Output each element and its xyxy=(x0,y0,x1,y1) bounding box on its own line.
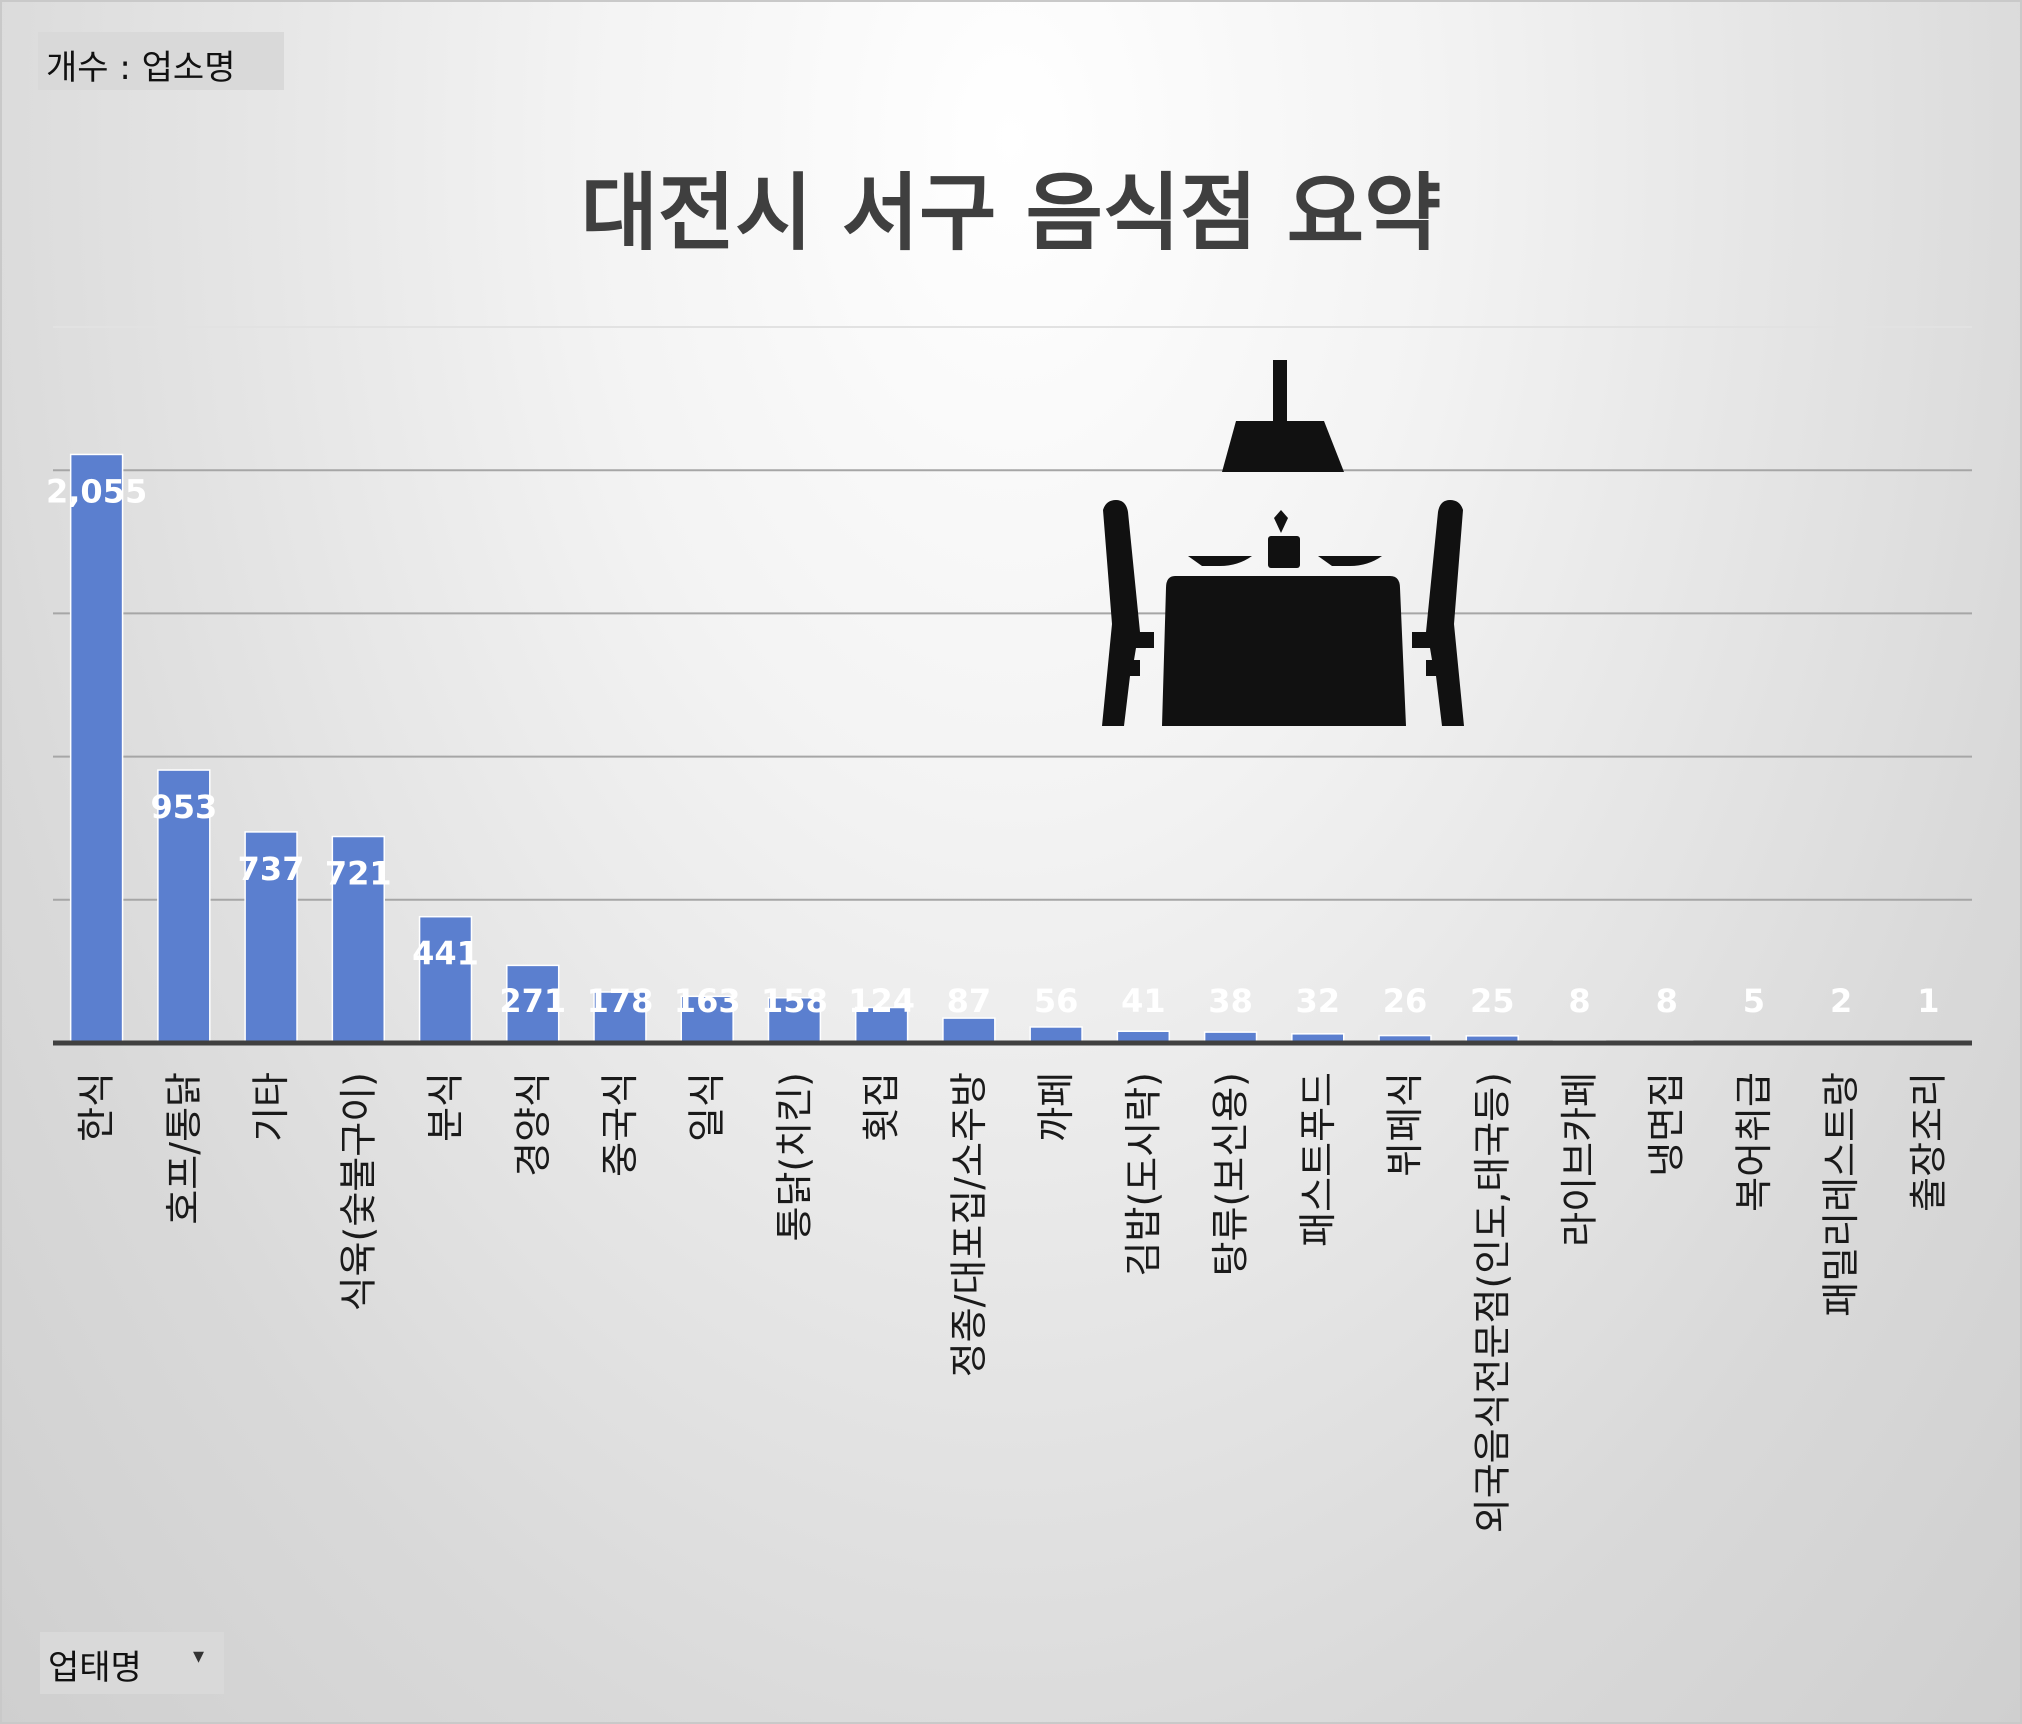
data-label: 441 xyxy=(412,935,479,973)
dropdown-arrow-icon[interactable]: ▾ xyxy=(192,1644,204,1669)
category-label: 뷔페식 xyxy=(1383,1072,1427,1177)
data-label: 56 xyxy=(1034,982,1079,1020)
data-label: 124 xyxy=(848,982,915,1020)
axis-field-button[interactable]: 업태명 ▾ xyxy=(40,1632,224,1694)
category-label: 통닭(치킨) xyxy=(772,1072,816,1242)
data-label: 41 xyxy=(1121,982,1166,1020)
bar[interactable] xyxy=(331,835,385,1044)
category-label: 까페 xyxy=(1034,1072,1078,1142)
data-label: 163 xyxy=(674,982,741,1020)
bar[interactable] xyxy=(157,769,211,1044)
bar[interactable] xyxy=(593,991,647,1044)
category-label: 중국식 xyxy=(598,1072,642,1177)
bar[interactable] xyxy=(767,996,822,1044)
data-label: 721 xyxy=(325,855,392,893)
bar-series xyxy=(69,453,1956,1044)
data-label: 271 xyxy=(499,982,566,1020)
restaurant-table-icon xyxy=(1102,360,1464,726)
data-label: 32 xyxy=(1296,982,1341,1020)
data-label: 87 xyxy=(947,982,992,1020)
data-label: 2 xyxy=(1830,982,1852,1020)
category-label: 패스트푸드 xyxy=(1296,1072,1340,1247)
bar[interactable] xyxy=(69,453,124,1044)
bar[interactable] xyxy=(854,1006,909,1044)
category-label: 출장조리 xyxy=(1906,1072,1950,1212)
category-label: 일식 xyxy=(685,1072,729,1142)
data-label: 5 xyxy=(1743,982,1765,1020)
bar[interactable] xyxy=(418,915,473,1044)
category-label: 정종/대포집/소주방 xyxy=(947,1072,991,1377)
data-label: 26 xyxy=(1383,982,1428,1020)
data-label: 8 xyxy=(1568,982,1590,1020)
category-labels: 한식 호프/통닭 기타 식육(숯불구이) 분식 경양식 중국식 일식 통닭(치킨) 횟집 정종/대포… xyxy=(75,1072,1951,1533)
data-label: 737 xyxy=(238,850,305,888)
category-label: 패밀리레스트랑 xyxy=(1819,1072,1863,1317)
category-label: 식육(숯불구이) xyxy=(336,1072,380,1311)
data-label: 953 xyxy=(150,788,217,826)
category-label: 기타 xyxy=(249,1072,293,1142)
category-label: 경양식 xyxy=(511,1072,555,1177)
data-label: 38 xyxy=(1208,982,1253,1020)
category-label: 탕류(보신용) xyxy=(1209,1072,1253,1276)
bar[interactable] xyxy=(942,1017,996,1044)
data-label: 2,055 xyxy=(46,472,147,510)
bar[interactable] xyxy=(244,831,298,1044)
data-label: 25 xyxy=(1470,982,1515,1020)
category-label: 김밥(도시락) xyxy=(1121,1072,1165,1276)
data-label: 8 xyxy=(1656,982,1678,1020)
data-label: 158 xyxy=(761,982,828,1020)
category-label: 한식 xyxy=(75,1072,119,1142)
chart-title: 대전시 서구 음식점 요약 xyxy=(580,164,1442,262)
category-label: 냉면집 xyxy=(1645,1072,1689,1177)
data-label: 178 xyxy=(587,982,654,1020)
data-label: 1 xyxy=(1917,982,1939,1020)
axis-field-label: 업태명 xyxy=(48,1648,142,1688)
value-field-button[interactable]: 개수 : 업소명 xyxy=(38,32,284,90)
category-label: 외국음식전문점(인도,태국등) xyxy=(1470,1072,1514,1533)
category-label: 라이브카페 xyxy=(1557,1072,1601,1247)
category-label: 호프/통닭 xyxy=(162,1072,206,1225)
category-label: 분식 xyxy=(424,1072,468,1142)
category-label: 복어취급 xyxy=(1732,1072,1776,1212)
gridlines xyxy=(53,326,1972,901)
category-label: 횟집 xyxy=(860,1072,904,1142)
bar[interactable] xyxy=(506,964,560,1044)
bar[interactable] xyxy=(680,995,734,1044)
